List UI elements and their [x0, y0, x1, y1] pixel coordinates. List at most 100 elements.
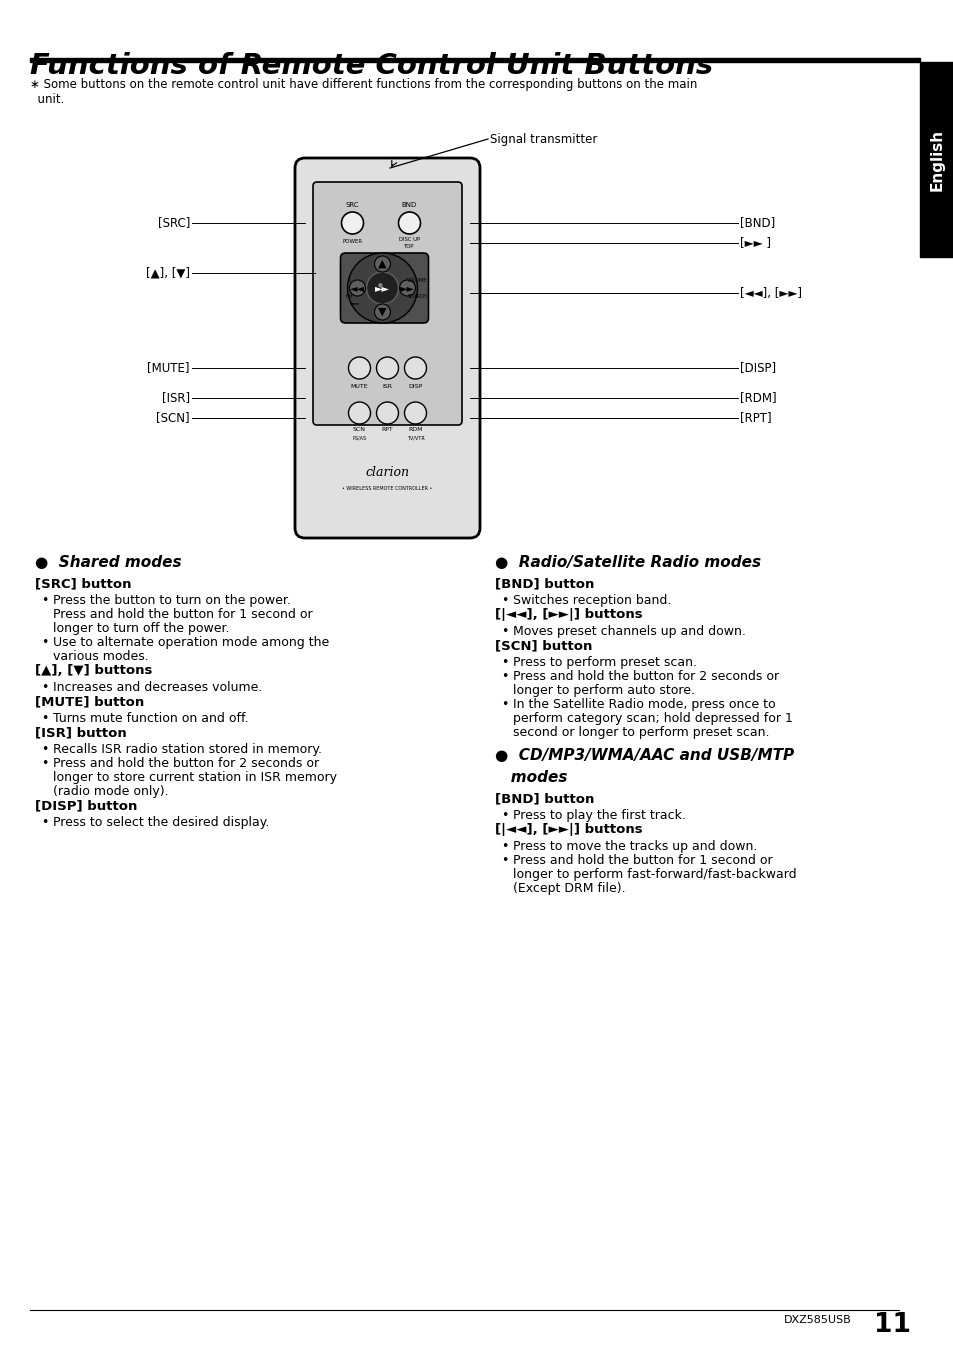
- Text: ▼: ▼: [377, 307, 386, 316]
- Text: [SRC] button: [SRC] button: [35, 577, 132, 589]
- Circle shape: [341, 212, 363, 234]
- Circle shape: [348, 357, 370, 379]
- Text: [SCN] button: [SCN] button: [495, 639, 592, 652]
- Text: ●  Shared modes: ● Shared modes: [35, 556, 181, 571]
- Text: [DISP]: [DISP]: [740, 361, 776, 375]
- Text: •: •: [41, 681, 49, 694]
- Text: •: •: [500, 656, 508, 669]
- Text: longer to perform fast-forward/fast-backward: longer to perform fast-forward/fast-back…: [513, 868, 796, 882]
- Text: Press and hold the button for 1 second or: Press and hold the button for 1 second o…: [53, 608, 313, 621]
- Text: ISR: ISR: [382, 384, 392, 389]
- Text: MUTE: MUTE: [351, 384, 368, 389]
- Text: [▲], [▼]: [▲], [▼]: [146, 266, 190, 280]
- Bar: [919, 62, 953, 257]
- Text: [|◄◄], [►►|] buttons: [|◄◄], [►►|] buttons: [495, 608, 642, 621]
- Text: [DISP] button: [DISP] button: [35, 799, 137, 813]
- Text: •: •: [500, 671, 508, 683]
- Text: [MUTE] button: [MUTE] button: [35, 695, 144, 708]
- Circle shape: [347, 253, 417, 323]
- Text: Press to move the tracks up and down.: Press to move the tracks up and down.: [513, 840, 757, 853]
- Text: Functions of Remote Control Unit Buttons: Functions of Remote Control Unit Buttons: [30, 51, 713, 80]
- Text: second or longer to perform preset scan.: second or longer to perform preset scan.: [513, 726, 769, 740]
- Text: •: •: [41, 594, 49, 607]
- Text: [▲], [▼] buttons: [▲], [▼] buttons: [35, 664, 152, 677]
- FancyBboxPatch shape: [294, 158, 479, 538]
- Text: •: •: [500, 625, 508, 638]
- Text: Moves preset channels up and down.: Moves preset channels up and down.: [513, 625, 745, 638]
- Text: TV/VTR: TV/VTR: [406, 435, 424, 439]
- Text: longer to turn off the power.: longer to turn off the power.: [53, 622, 230, 635]
- Text: ●  CD/MP3/WMA/AAC and USB/MTP: ● CD/MP3/WMA/AAC and USB/MTP: [495, 748, 793, 763]
- Circle shape: [349, 280, 365, 296]
- Text: [MUTE]: [MUTE]: [148, 361, 190, 375]
- Text: Press to play the first track.: Press to play the first track.: [513, 808, 685, 822]
- Text: •: •: [41, 635, 49, 649]
- FancyBboxPatch shape: [313, 183, 461, 425]
- Text: POWER: POWER: [342, 239, 362, 243]
- Circle shape: [375, 256, 390, 272]
- Text: SRC: SRC: [345, 201, 359, 208]
- Text: FM: FM: [346, 293, 353, 299]
- Text: VOLUME: VOLUME: [407, 277, 427, 283]
- FancyBboxPatch shape: [340, 253, 428, 323]
- Text: ▲: ▲: [377, 260, 386, 269]
- Text: TOP: TOP: [404, 243, 415, 249]
- Text: [ISR] button: [ISR] button: [35, 726, 127, 740]
- Circle shape: [399, 280, 416, 296]
- Text: English: English: [928, 128, 943, 191]
- Text: [◄◄], [►►]: [◄◄], [►►]: [740, 287, 801, 300]
- Text: Increases and decreases volume.: Increases and decreases volume.: [53, 681, 262, 694]
- Text: DXZ585USB: DXZ585USB: [783, 1315, 851, 1325]
- Text: Press to perform preset scan.: Press to perform preset scan.: [513, 656, 697, 669]
- Text: [BND]: [BND]: [740, 216, 775, 230]
- Text: modes: modes: [495, 771, 567, 786]
- Circle shape: [404, 357, 426, 379]
- Text: ∗ Some buttons on the remote control unit have different functions from the corr: ∗ Some buttons on the remote control uni…: [30, 78, 697, 91]
- Text: ◄◄: ◄◄: [350, 283, 365, 293]
- Text: Press and hold the button for 2 seconds or: Press and hold the button for 2 seconds …: [513, 671, 779, 683]
- Text: [BND] button: [BND] button: [495, 792, 594, 804]
- Text: RDM: RDM: [408, 427, 422, 433]
- Text: (Except DRM file).: (Except DRM file).: [513, 882, 625, 895]
- Circle shape: [404, 402, 426, 425]
- Text: Press the button to turn on the power.: Press the button to turn on the power.: [53, 594, 291, 607]
- Text: SCN: SCN: [353, 427, 366, 433]
- Text: ◄◄◄: ◄◄◄: [350, 301, 359, 306]
- Text: Press to select the desired display.: Press to select the desired display.: [53, 817, 269, 829]
- Text: •: •: [41, 817, 49, 829]
- Circle shape: [375, 304, 390, 320]
- Text: unit.: unit.: [30, 93, 64, 105]
- Text: DISP: DISP: [408, 384, 422, 389]
- Text: Turns mute function on and off.: Turns mute function on and off.: [53, 713, 249, 725]
- Text: •: •: [500, 698, 508, 711]
- Text: •: •: [500, 840, 508, 853]
- Circle shape: [398, 212, 420, 234]
- Text: RPT: RPT: [381, 427, 393, 433]
- Text: Press and hold the button for 2 seconds or: Press and hold the button for 2 seconds …: [53, 757, 319, 771]
- Text: • WIRELESS REMOTE CONTROLLER •: • WIRELESS REMOTE CONTROLLER •: [342, 485, 433, 491]
- Text: perform category scan; hold depressed for 1: perform category scan; hold depressed fo…: [513, 713, 792, 725]
- Text: various modes.: various modes.: [53, 650, 149, 662]
- Text: ►►: ►►: [399, 283, 415, 293]
- Text: Recalls ISR radio station stored in memory.: Recalls ISR radio station stored in memo…: [53, 744, 322, 756]
- Circle shape: [376, 357, 398, 379]
- Text: [ISR]: [ISR]: [162, 392, 190, 404]
- Text: ●  Radio/Satellite Radio modes: ● Radio/Satellite Radio modes: [495, 556, 760, 571]
- Text: (radio mode only).: (radio mode only).: [53, 786, 169, 798]
- Text: •: •: [500, 854, 508, 867]
- Text: In the Satellite Radio mode, press once to: In the Satellite Radio mode, press once …: [513, 698, 775, 711]
- Text: longer to store current station in ISR memory: longer to store current station in ISR m…: [53, 771, 336, 784]
- Text: [SRC]: [SRC]: [157, 216, 190, 230]
- Text: BND: BND: [401, 201, 416, 208]
- Text: [BND] button: [BND] button: [495, 577, 594, 589]
- Text: 5: 5: [348, 277, 351, 283]
- Text: •: •: [41, 757, 49, 771]
- Text: longer to perform auto store.: longer to perform auto store.: [513, 684, 695, 698]
- Text: [SCN]: [SCN]: [156, 411, 190, 425]
- Text: Use to alternate operation mode among the: Use to alternate operation mode among th…: [53, 635, 329, 649]
- Text: clarion: clarion: [365, 466, 409, 480]
- Text: ►►: ►►: [375, 283, 390, 293]
- Text: PS/AS: PS/AS: [352, 435, 366, 439]
- Text: •: •: [500, 594, 508, 607]
- Text: [RPT]: [RPT]: [740, 411, 771, 425]
